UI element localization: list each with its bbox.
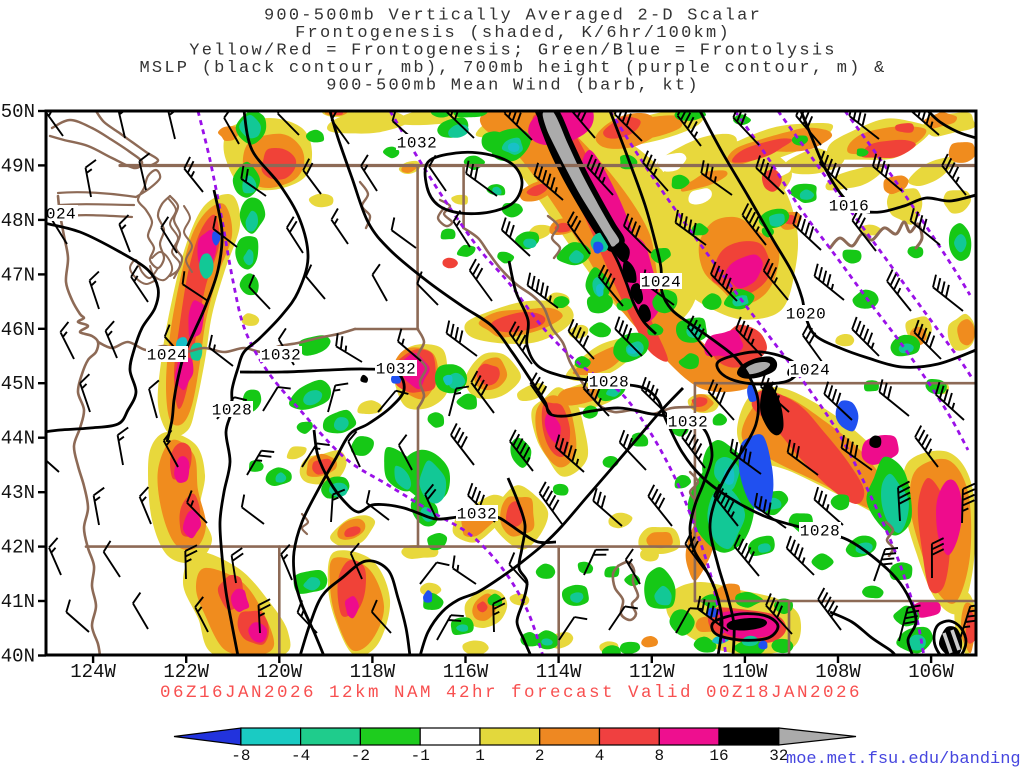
- svg-text:06Z16JAN2026 12km NAM 42hr for: 06Z16JAN2026 12km NAM 42hr forecast Vali…: [160, 683, 862, 703]
- svg-text:8: 8: [654, 747, 664, 765]
- svg-text:46N: 46N: [1, 319, 35, 341]
- svg-text:1032: 1032: [376, 361, 416, 379]
- svg-text:43N: 43N: [1, 482, 35, 504]
- svg-text:-2: -2: [351, 747, 370, 765]
- svg-text:45N: 45N: [1, 373, 35, 395]
- svg-text:112W: 112W: [629, 661, 675, 683]
- svg-text:1024: 1024: [147, 347, 187, 365]
- svg-text:1028: 1028: [589, 374, 629, 392]
- svg-text:-1: -1: [411, 747, 430, 765]
- svg-text:108W: 108W: [815, 661, 861, 683]
- svg-text:1032: 1032: [457, 506, 497, 524]
- svg-text:41N: 41N: [1, 591, 35, 613]
- svg-text:1028: 1028: [212, 402, 252, 420]
- svg-text:122W: 122W: [163, 661, 209, 683]
- svg-text:118W: 118W: [350, 661, 396, 683]
- svg-text:42N: 42N: [1, 537, 35, 559]
- svg-text:1032: 1032: [668, 414, 708, 432]
- svg-text:Yellow/Red = Frontogenesis; G: Yellow/Red = Frontogenesis; Green/Blue =…: [189, 42, 837, 61]
- svg-text:116W: 116W: [443, 661, 489, 683]
- svg-text:50N: 50N: [1, 101, 35, 123]
- svg-text:900-500mb Vertically Averaged: 900-500mb Vertically Averaged 2-D Scalar: [264, 7, 762, 26]
- svg-text:32: 32: [769, 747, 788, 765]
- svg-text:2: 2: [535, 747, 545, 765]
- svg-text:110W: 110W: [722, 661, 768, 683]
- svg-text:124W: 124W: [70, 661, 116, 683]
- svg-text:1: 1: [475, 747, 485, 765]
- svg-text:40N: 40N: [1, 646, 35, 668]
- svg-text:16: 16: [709, 747, 728, 765]
- svg-text:1024: 1024: [641, 274, 681, 292]
- svg-text:1032: 1032: [261, 347, 301, 365]
- svg-text:-8: -8: [231, 747, 250, 765]
- svg-text:1032: 1032: [397, 135, 437, 153]
- svg-text:4: 4: [595, 747, 605, 765]
- svg-text:114W: 114W: [536, 661, 582, 683]
- svg-text:024: 024: [46, 206, 76, 224]
- svg-text:1016: 1016: [829, 198, 869, 216]
- svg-text:44N: 44N: [1, 428, 35, 450]
- svg-text:moe.met.fsu.edu/banding: moe.met.fsu.edu/banding: [786, 750, 1021, 768]
- svg-text:49N: 49N: [1, 155, 35, 177]
- svg-text:1028: 1028: [800, 523, 840, 541]
- svg-text:106W: 106W: [908, 661, 954, 683]
- svg-text:48N: 48N: [1, 210, 35, 232]
- svg-text:-4: -4: [291, 747, 310, 765]
- svg-text:900-500mb Mean Wind (barb, kt): 900-500mb Mean Wind (barb, kt): [326, 77, 700, 96]
- svg-text:47N: 47N: [1, 264, 35, 286]
- svg-text:1024: 1024: [790, 362, 830, 380]
- svg-text:1020: 1020: [786, 306, 826, 324]
- svg-text:MSLP (black contour, mb), 700m: MSLP (black contour, mb), 700mb height (…: [139, 59, 886, 78]
- svg-text:120W: 120W: [256, 661, 302, 683]
- svg-text:Frontogenesis (shaded, K/6hr/1: Frontogenesis (shaded, K/6hr/100km): [295, 24, 731, 43]
